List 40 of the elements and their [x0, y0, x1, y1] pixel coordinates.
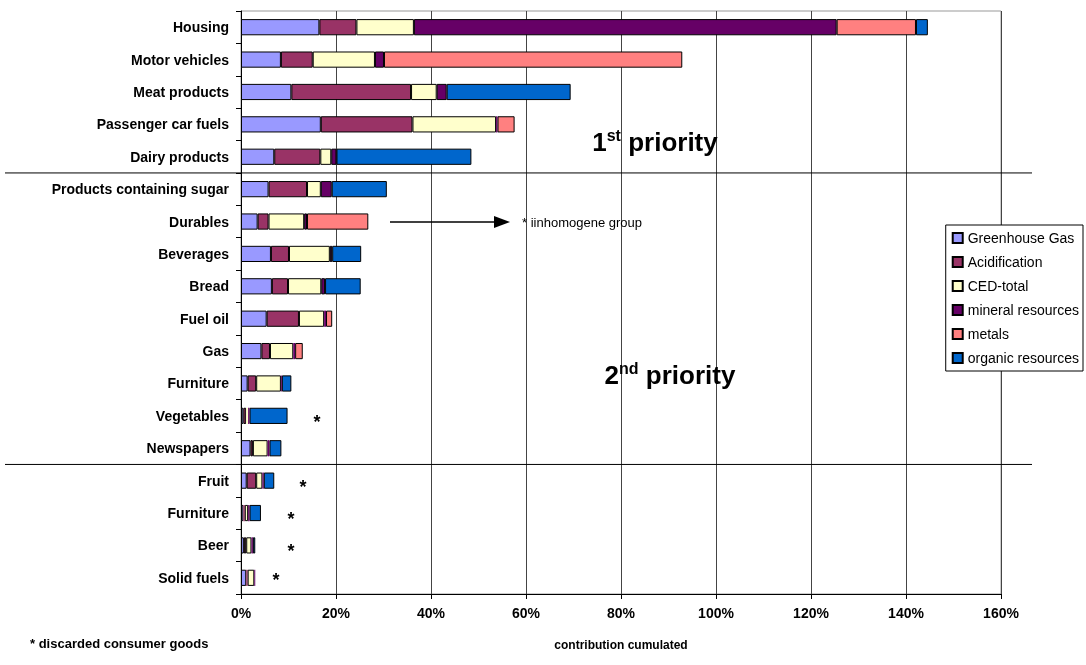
- annotation: *: [272, 570, 280, 590]
- x-tick-label: 160%: [983, 605, 1020, 621]
- x-axis-title: contribution cumulated: [554, 638, 688, 652]
- annotation: *: [299, 477, 307, 497]
- y-tick-label: Beverages: [158, 245, 230, 262]
- annotation: *: [287, 509, 295, 529]
- y-tick-label: Newspapers: [146, 440, 230, 457]
- y-tick-label: Motor vehicles: [130, 51, 230, 68]
- y-tick-label: Durables: [169, 213, 230, 230]
- x-tick-label: 0%: [230, 605, 252, 621]
- y-tick-label: Solid fuels: [158, 569, 230, 586]
- x-tick-label: 20%: [321, 605, 351, 621]
- annotation: *: [287, 541, 295, 561]
- y-tick-label: Gas: [202, 343, 230, 360]
- y-tick-label: Passenger car fuels: [96, 116, 230, 133]
- x-tick-label: 100%: [698, 605, 735, 621]
- x-tick-label: 120%: [793, 605, 830, 621]
- legend-label: Acidification: [967, 254, 1043, 270]
- y-tick-label: Bread: [189, 278, 229, 295]
- x-tick-label: 40%: [416, 605, 446, 621]
- y-tick-label: Housing: [173, 19, 229, 36]
- y-tick-label: Fuel oil: [180, 310, 229, 327]
- legend-label: Greenhouse Gas: [967, 230, 1075, 246]
- x-tick-label: 60%: [511, 605, 541, 621]
- legend-label: organic resources: [967, 350, 1080, 366]
- text: * discarded consumer goods: [30, 635, 209, 651]
- y-tick-label: Beer: [197, 537, 230, 554]
- legend-label: mineral resources: [967, 302, 1079, 318]
- x-tick-label: 140%: [888, 605, 925, 621]
- y-tick-label: Vegetables: [155, 407, 230, 424]
- legend-label: metals: [967, 326, 1009, 342]
- legend-label: CED-total: [967, 278, 1029, 294]
- y-tick-label: Meat products: [133, 83, 230, 100]
- y-tick-label: Fruit: [197, 472, 230, 489]
- x-tick-label: 80%: [606, 605, 636, 621]
- annotation: *: [313, 412, 321, 432]
- y-tick-label: Furniture: [167, 375, 230, 392]
- y-tick-label: Furniture: [167, 505, 230, 522]
- y-tick-label: Dairy products: [130, 148, 230, 165]
- y-tick-label: Products containing sugar: [51, 181, 230, 198]
